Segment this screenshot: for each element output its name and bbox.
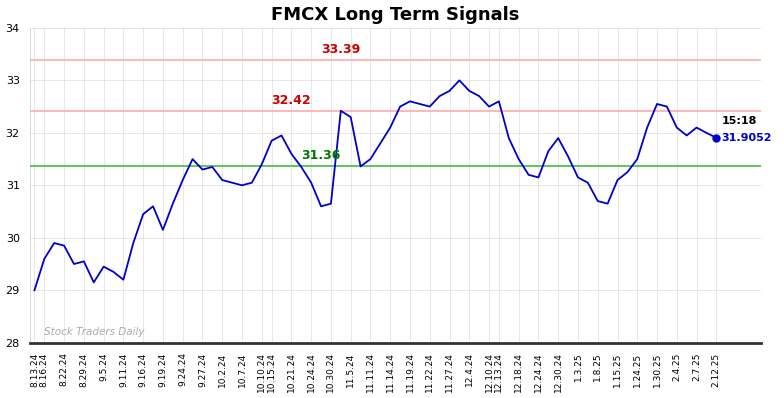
Text: 31.36: 31.36 xyxy=(301,149,341,162)
Text: 32.42: 32.42 xyxy=(271,94,311,107)
Text: Stock Traders Daily: Stock Traders Daily xyxy=(45,328,145,338)
Text: 33.39: 33.39 xyxy=(321,43,361,56)
Title: FMCX Long Term Signals: FMCX Long Term Signals xyxy=(271,6,519,23)
Text: 31.9052: 31.9052 xyxy=(721,133,771,143)
Text: 15:18: 15:18 xyxy=(721,116,757,126)
